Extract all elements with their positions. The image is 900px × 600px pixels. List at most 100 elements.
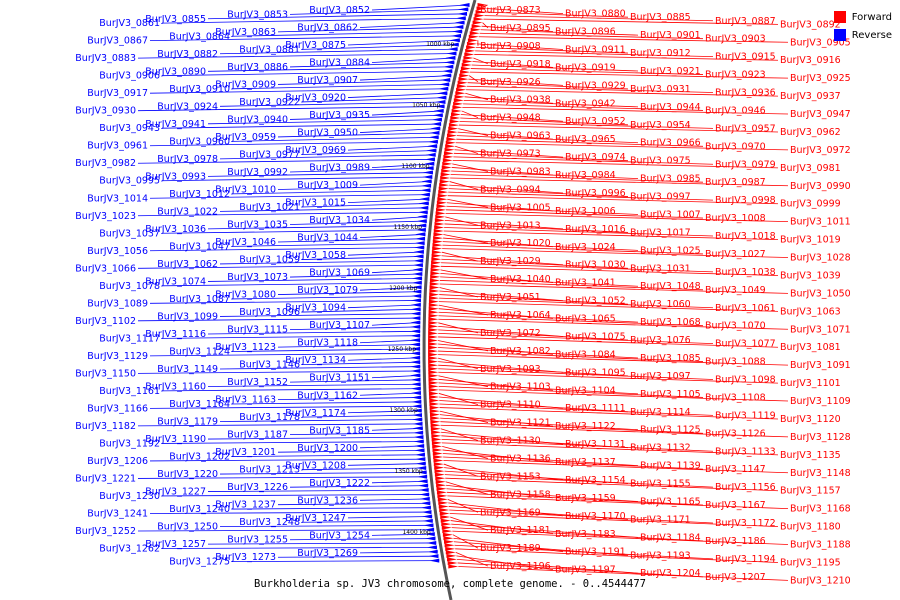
reverse-gene-label: BurJV3_1226	[227, 482, 288, 493]
forward-gene-feature	[443, 536, 454, 541]
reverse-gene-label: BurJV3_1058	[285, 250, 346, 261]
reverse-gene-label: BurJV3_0943	[99, 123, 160, 134]
reverse-gene-feature	[433, 108, 444, 113]
forward-gene-feature	[429, 278, 440, 283]
callout-line	[231, 348, 421, 352]
reverse-gene-feature	[420, 505, 431, 510]
forward-gene-label: BurJV3_1122	[555, 421, 616, 432]
callout-line	[438, 329, 629, 341]
reverse-gene-label: BurJV3_1123	[215, 342, 276, 353]
callout-line	[449, 181, 479, 190]
reverse-gene-label: BurJV3_1056	[87, 246, 148, 257]
callout-line	[444, 474, 714, 488]
forward-gene-feature	[443, 151, 454, 156]
forward-gene-feature	[430, 426, 441, 431]
forward-gene-label: BurJV3_1120	[780, 414, 841, 425]
forward-gene-feature	[431, 253, 442, 258]
forward-gene-feature	[432, 444, 443, 449]
reverse-gene-feature	[419, 496, 430, 501]
reverse-gene-feature	[410, 346, 421, 351]
forward-gene-label: BurJV3_0892	[780, 19, 841, 30]
callout-line	[452, 163, 489, 172]
callout-line	[439, 290, 564, 301]
reverse-gene-feature	[429, 558, 440, 563]
callout-line	[149, 88, 449, 94]
callout-line	[455, 145, 479, 154]
forward-gene-label: BurJV3_1196	[490, 561, 551, 572]
reverse-gene-feature	[422, 514, 433, 519]
callout-line	[149, 405, 422, 409]
reverse-gene-label: BurJV3_0906	[99, 71, 160, 82]
reverse-gene-feature	[411, 294, 422, 299]
reverse-gene-label: BurJV3_1201	[215, 447, 276, 458]
callout-line	[450, 516, 489, 531]
reverse-gene-feature	[439, 82, 450, 87]
reverse-gene-feature	[410, 316, 421, 321]
forward-gene-feature	[441, 165, 452, 170]
reverse-gene-label: BurJV3_0922	[239, 97, 300, 108]
forward-gene-feature	[433, 232, 444, 237]
forward-gene-feature	[439, 507, 450, 512]
reverse-gene-feature	[423, 166, 434, 171]
callout-line	[458, 124, 779, 133]
callout-line	[289, 9, 469, 15]
callout-line	[359, 445, 425, 449]
reverse-gene-label: BurJV3_0924	[157, 101, 218, 112]
reverse-gene-label: BurJV3_0961	[87, 141, 148, 152]
callout-line	[149, 194, 430, 199]
reverse-gene-feature	[427, 549, 438, 554]
callout-line	[448, 191, 714, 201]
forward-gene-label: BurJV3_1064	[490, 310, 551, 321]
scale-label: 1300 kbp	[390, 407, 418, 414]
callout-line	[470, 68, 704, 75]
reverse-gene-feature	[412, 417, 423, 422]
callout-line	[438, 371, 779, 384]
callout-line	[149, 247, 425, 252]
forward-gene-label: BurJV3_1005	[490, 202, 551, 213]
reverse-gene-feature	[445, 55, 456, 60]
forward-gene-label: BurJV3_0880	[565, 9, 626, 20]
forward-gene-label: BurJV3_0979	[715, 159, 776, 170]
reverse-gene-feature	[421, 179, 432, 184]
reverse-gene-label: BurJV3_1221	[75, 473, 136, 484]
forward-gene-feature	[444, 539, 455, 544]
forward-gene-label: BurJV3_1029	[480, 256, 541, 267]
callout-line	[301, 308, 421, 313]
forward-gene-feature	[436, 204, 447, 209]
forward-gene-label: BurJV3_1154	[565, 475, 626, 486]
forward-gene-label: BurJV3_0936	[715, 88, 776, 99]
callout-line	[441, 255, 564, 266]
forward-gene-feature	[430, 264, 441, 269]
forward-gene-label: BurJV3_1091	[790, 360, 851, 371]
forward-gene-feature	[441, 522, 452, 527]
forward-gene-label: BurJV3_1020	[490, 238, 551, 249]
scale-label: 1350 kbp	[394, 468, 422, 475]
callout-line	[442, 248, 789, 258]
callout-line	[443, 460, 789, 474]
forward-gene-label: BurJV3_1027	[705, 249, 766, 260]
reverse-gene-label: BurJV3_0960	[169, 136, 230, 147]
forward-gene-feature	[432, 246, 443, 251]
reverse-gene-label: BurJV3_1200	[297, 443, 358, 454]
reverse-gene-label: BurJV3_1162	[297, 390, 358, 401]
forward-gene-label: BurJV3_0926	[480, 77, 541, 88]
forward-gene-feature	[470, 27, 481, 32]
forward-gene-label: BurJV3_1108	[705, 392, 766, 403]
forward-gene-feature	[464, 52, 475, 57]
forward-gene-label: BurJV3_0987	[705, 177, 766, 188]
forward-gene-feature	[428, 384, 439, 389]
callout-line	[149, 141, 438, 147]
forward-gene-label: BurJV3_1148	[790, 468, 851, 479]
forward-gene-feature	[434, 472, 445, 477]
reverse-gene-label: BurJV3_1273	[215, 552, 276, 563]
callout-line	[438, 315, 704, 327]
forward-gene-feature	[455, 91, 466, 96]
reverse-gene-label: BurJV3_1185	[309, 425, 370, 436]
reverse-gene-label: BurJV3_0917	[87, 88, 148, 99]
callout-line	[438, 304, 489, 316]
forward-gene-label: BurJV3_1018	[715, 231, 776, 242]
callout-line	[161, 229, 426, 234]
callout-line	[207, 383, 421, 387]
callout-line	[445, 216, 479, 226]
forward-gene-feature	[450, 112, 461, 117]
